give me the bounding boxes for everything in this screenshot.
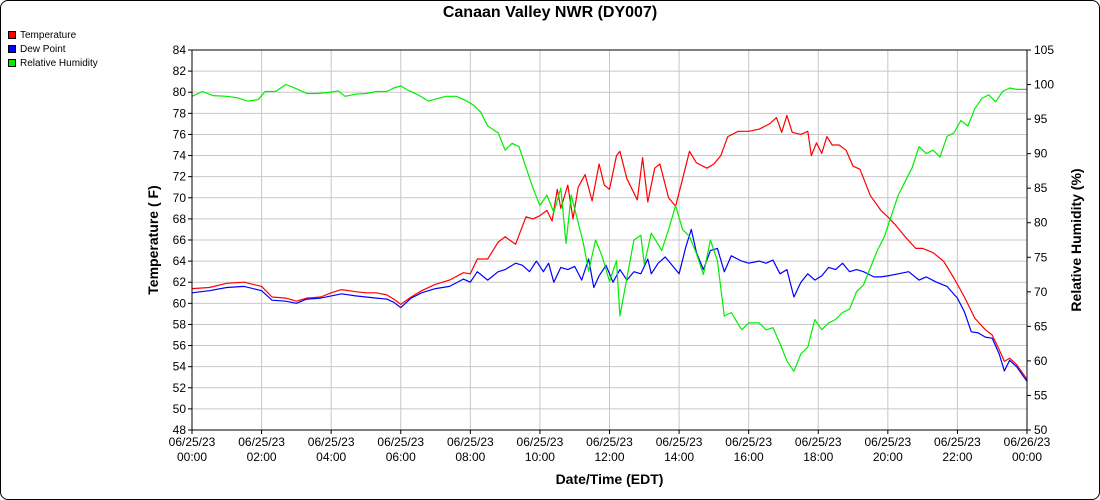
y-tick-label: 84 (173, 43, 187, 57)
x-tick-time: 16:00 (734, 450, 764, 464)
y-tick-label: 56 (173, 339, 187, 353)
legend-label-dew-point: Dew Point (20, 43, 66, 55)
y2-tick-label: 65 (1034, 319, 1048, 333)
legend-swatch-relative-humidity (8, 59, 16, 67)
x-tick-time: 08:00 (455, 450, 485, 464)
y2-tick-label: 55 (1034, 388, 1048, 402)
y-tick-label: 58 (173, 317, 187, 331)
legend-item-dew-point: Dew Point (8, 42, 98, 56)
y-tick-label: 62 (173, 275, 187, 289)
y-tick-label: 72 (173, 170, 187, 184)
x-tick-time: 02:00 (247, 450, 277, 464)
y-tick-label: 66 (173, 233, 187, 247)
legend-swatch-temperature (8, 31, 16, 39)
y2-tick-label: 60 (1034, 354, 1048, 368)
x-tick-time: 12:00 (594, 450, 624, 464)
legend: Temperature Dew Point Relative Humidity (8, 28, 98, 70)
series-line-dew-point (191, 228, 1028, 382)
legend-label-relative-humidity: Relative Humidity (20, 57, 98, 69)
x-tick-time: 14:00 (664, 450, 694, 464)
legend-label-temperature: Temperature (20, 29, 77, 41)
x-tick-time: 18:00 (803, 450, 833, 464)
x-tick-date: 06/25/23 (656, 435, 703, 449)
x-tick-date: 06/25/23 (377, 435, 424, 449)
y-tick-label: 78 (173, 106, 187, 120)
y2-axis-ticks: 50 55 60 65 70 75 80 85 90 95 100 105 (1027, 43, 1054, 437)
y2-tick-label: 50 (1034, 423, 1048, 437)
x-tick-date: 06/25/23 (934, 435, 981, 449)
y2-tick-label: 90 (1034, 147, 1048, 161)
y-tick-label: 54 (173, 360, 187, 374)
grid (191, 49, 1028, 431)
y-tick-label: 52 (173, 381, 187, 395)
y2-tick-label: 105 (1034, 43, 1054, 57)
y-tick-label: 70 (173, 191, 187, 205)
y2-tick-label: 75 (1034, 250, 1048, 264)
y2-axis-title: Relative Humidity (%) (1068, 168, 1084, 311)
y2-tick-label: 70 (1034, 285, 1048, 299)
x-tick-time: 04:00 (316, 450, 346, 464)
series-lines (191, 83, 1028, 382)
x-tick-date: 06/25/23 (795, 435, 842, 449)
x-tick-date: 06/25/23 (169, 435, 216, 449)
x-tick-time: 22:00 (942, 450, 972, 464)
y-tick-label: 68 (173, 212, 187, 226)
y-tick-label: 50 (173, 402, 187, 416)
x-tick-time: 20:00 (873, 450, 903, 464)
y-axis-ticks: 48 50 52 54 56 58 60 62 64 66 68 70 72 74 76 78 80 82 84 (173, 43, 192, 437)
y-tick-label: 82 (173, 64, 187, 78)
y2-tick-label: 95 (1034, 112, 1048, 126)
y-tick-label: 60 (173, 296, 187, 310)
series-line-relative-humidity (191, 83, 1027, 372)
y-tick-label: 76 (173, 127, 187, 141)
x-tick-time: 10:00 (525, 450, 555, 464)
x-tick-date: 06/25/23 (725, 435, 772, 449)
x-tick-time: 06:00 (386, 450, 416, 464)
x-tick-date: 06/25/23 (517, 435, 564, 449)
y2-tick-label: 80 (1034, 216, 1048, 230)
legend-item-temperature: Temperature (8, 28, 98, 42)
chart-title: Canaan Valley NWR (DY007) (442, 4, 658, 21)
y-tick-label: 80 (173, 85, 187, 99)
x-tick-date: 06/25/23 (864, 435, 911, 449)
x-tick-date: 06/25/23 (308, 435, 355, 449)
y2-tick-label: 100 (1034, 78, 1054, 92)
y-tick-label: 64 (173, 254, 187, 268)
x-tick-time: 00:00 (177, 450, 207, 464)
y-axis-title: Temperature ( F) (145, 185, 161, 294)
x-tick-date: 06/25/23 (586, 435, 633, 449)
x-tick-time: 00:00 (1012, 450, 1042, 464)
y-tick-label: 48 (173, 423, 187, 437)
series-line-temperature (191, 114, 1028, 380)
y-tick-label: 74 (173, 149, 187, 163)
x-tick-date: 06/25/23 (447, 435, 494, 449)
x-axis-title: Date/Time (EDT) (556, 471, 664, 487)
legend-swatch-dew-point (8, 45, 16, 53)
legend-item-relative-humidity: Relative Humidity (8, 56, 98, 70)
y2-tick-label: 85 (1034, 181, 1048, 195)
x-axis-ticks: 06/25/2300:0006/25/2302:0006/25/2304:000… (169, 430, 1051, 464)
x-tick-date: 06/26/23 (1004, 435, 1051, 449)
x-tick-date: 06/25/23 (238, 435, 285, 449)
